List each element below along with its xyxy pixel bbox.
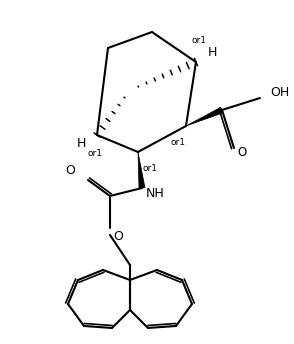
- Text: H: H: [207, 45, 217, 58]
- Text: NH: NH: [146, 187, 164, 201]
- Text: H: H: [76, 137, 86, 150]
- Text: O: O: [65, 163, 75, 176]
- Text: O: O: [113, 230, 123, 244]
- Polygon shape: [186, 107, 223, 126]
- Text: or1: or1: [143, 163, 158, 172]
- Polygon shape: [138, 152, 145, 188]
- Text: O: O: [237, 146, 247, 159]
- Text: or1: or1: [88, 149, 103, 158]
- Text: or1: or1: [191, 35, 206, 44]
- Text: or1: or1: [171, 138, 186, 147]
- Text: OH: OH: [270, 86, 289, 98]
